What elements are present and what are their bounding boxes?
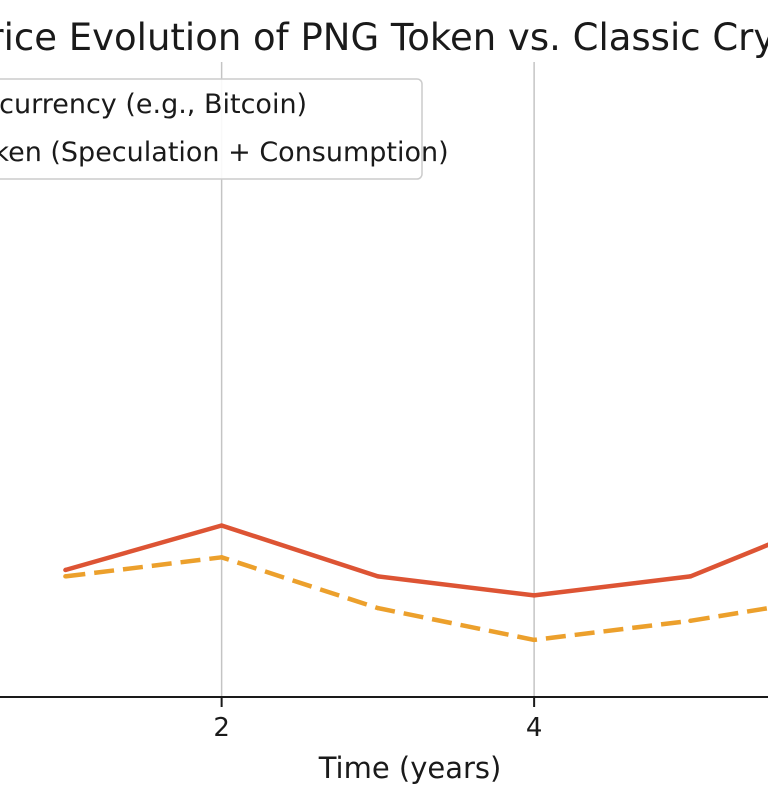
series-line-1: [64, 523, 768, 598]
x-axis-ticks: 246: [213, 697, 543, 743]
series-0-point-4: [531, 637, 537, 643]
series-line-0: [65, 555, 768, 643]
chart-title: Potential Price Evolution of PNG Token v…: [0, 16, 768, 59]
series-0-point-3: [375, 605, 381, 611]
legend-box: [0, 78, 423, 180]
series-0-point-2: [219, 555, 224, 560]
series-1-point-3: [375, 574, 381, 579]
series-1-point-1: [63, 567, 68, 573]
series-0-point-1: [63, 574, 68, 579]
series-1-point-4: [531, 593, 537, 598]
x-tick-label-4: 4: [526, 713, 543, 743]
legend: Classic Cryptocurrency (e.g., Bitcoin) P…: [0, 78, 449, 180]
legend-label-classic: Classic Cryptocurrency (e.g., Bitcoin): [0, 89, 307, 120]
x-axis-label: Time (years): [318, 751, 502, 785]
legend-label-png: PNG Token (Speculation + Consumption): [0, 137, 449, 168]
x-tick-label-2: 2: [213, 713, 230, 743]
series-layer: [63, 523, 768, 643]
series-1-point-2: [219, 523, 224, 528]
series-0-point-5: [688, 618, 693, 623]
series-1-point-5: [688, 574, 693, 579]
